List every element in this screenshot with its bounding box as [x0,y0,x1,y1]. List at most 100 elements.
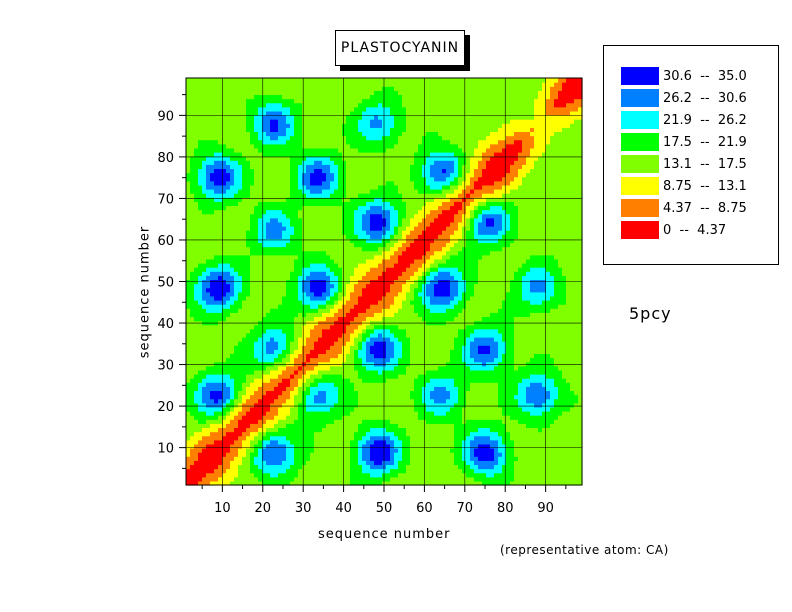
heat-cell [306,131,311,137]
heat-cell [322,238,327,244]
heat-cell [202,456,207,461]
heat-cell [334,242,339,248]
heat-cell [218,115,223,120]
heat-cell [206,139,211,145]
heat-cell [234,374,239,379]
heat-cell [298,480,303,486]
heat-cell [370,287,375,293]
heat-cell [206,476,211,482]
heat-cell [314,98,319,104]
heat-cell [370,304,375,309]
heat-cell [210,283,215,289]
heat-cell [302,90,307,96]
heat-cell [366,254,371,260]
heat-cell [386,378,391,383]
heat-cell [370,312,375,318]
heat-cell [274,106,279,112]
heat-cell [230,213,235,219]
heat-cell [262,127,267,133]
heat-cell [302,160,307,165]
heat-cell [218,110,223,116]
heat-cell [198,435,203,441]
heat-cell [230,337,235,342]
heat-cell [202,205,207,211]
heat-cell [258,411,263,416]
heat-cell [218,156,223,161]
heat-cell [254,275,259,281]
heat-cell [342,193,347,198]
heat-cell [314,147,319,153]
heat-cell [206,472,211,478]
heat-cell [250,472,255,478]
heat-cell [190,349,195,355]
heat-cell [302,287,307,293]
heat-cell [230,349,235,355]
heat-cell [378,238,383,244]
heat-cell [242,221,247,227]
heat-cell [278,452,283,457]
heat-cell [386,291,391,297]
heat-cell [242,341,247,346]
heat-cell [326,250,331,256]
heat-cell [278,341,283,346]
heat-cell [218,472,223,478]
heat-cell [378,394,383,400]
heat-cell [274,94,279,100]
heat-cell [230,324,235,330]
heat-cell [378,197,383,202]
heat-cell [274,115,279,120]
heat-cell [190,460,195,466]
heat-cell [354,402,359,408]
heat-cell [238,139,243,145]
heat-cell [330,480,335,486]
heat-cell [202,135,207,141]
heat-cell [358,184,363,190]
heat-cell [358,374,363,379]
heat-cell [294,156,299,161]
heat-cell [290,464,295,470]
heat-cell [374,168,379,174]
heat-cell [278,152,283,157]
heat-cell [234,267,239,272]
heat-cell [350,324,355,330]
heat-cell [262,94,267,100]
heat-cell [230,341,235,346]
heat-cell [338,300,343,305]
heat-cell [286,115,291,120]
heatmap-cells [186,78,583,486]
heat-cell [262,82,267,87]
heat-cell [214,300,219,305]
heat-cell [310,246,315,252]
heat-cell [386,328,391,334]
heat-cell [230,110,235,116]
heat-cell [238,147,243,153]
heat-cell [246,460,251,466]
heat-cell [194,110,199,116]
heat-cell [334,82,339,87]
heat-cell [298,341,303,346]
heat-cell [270,131,275,137]
heat-cell [378,332,383,338]
heat-cell [374,456,379,461]
heat-cell [374,316,379,322]
heat-cell [290,258,295,264]
heat-cell [326,423,331,429]
heat-cell [378,316,383,322]
heat-cell [322,435,327,441]
heat-cell [186,402,191,408]
heat-cell [298,415,303,420]
heat-cell [242,349,247,355]
heat-cell [326,180,331,186]
heat-cell [250,147,255,153]
heat-cell [374,180,379,186]
heat-cell [202,234,207,239]
heat-cell [366,435,371,441]
heat-cell [186,127,191,133]
heat-cell [234,221,239,227]
heat-cell [310,398,315,404]
heat-cell [270,106,275,112]
heat-cell [262,217,267,223]
heat-cell [274,460,279,466]
heat-cell [374,464,379,470]
heat-cell [338,369,343,375]
